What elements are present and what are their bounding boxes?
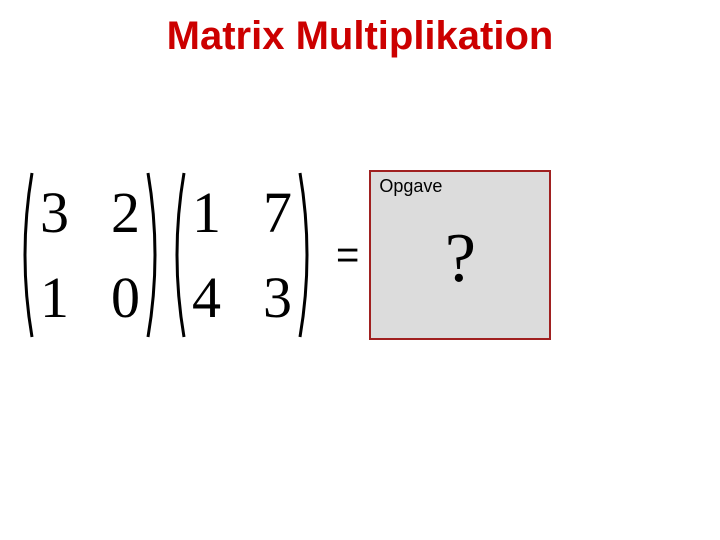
matrix-b: 1 7 4 3	[166, 170, 318, 340]
matrix-a-right-paren	[144, 170, 166, 340]
result-box: Opgave ?	[369, 170, 551, 340]
matrix-b-right-paren	[296, 170, 318, 340]
matrix-a-cell-3: 0	[107, 269, 144, 327]
matrix-b-cell-0: 1	[188, 184, 225, 242]
matrix-b-cells: 1 7 4 3	[188, 170, 296, 340]
matrix-a: 3 2 1 0	[14, 170, 166, 340]
result-label: Opgave	[379, 176, 442, 197]
matrix-a-cell-0: 3	[36, 184, 73, 242]
matrix-a-cell-1: 2	[107, 184, 144, 242]
page-title: Matrix Multiplikation	[0, 14, 720, 59]
result-question-mark: ?	[371, 224, 549, 294]
paren-path	[148, 173, 155, 337]
matrix-b-cell-3: 3	[259, 269, 296, 327]
paren-path	[177, 173, 184, 337]
matrix-b-left-paren	[166, 170, 188, 340]
matrix-a-left-paren	[14, 170, 36, 340]
paren-path	[25, 173, 32, 337]
matrix-b-cell-1: 7	[259, 184, 296, 242]
equals-sign: =	[336, 233, 359, 278]
paren-path	[300, 173, 307, 337]
matrix-a-cells: 3 2 1 0	[36, 170, 144, 340]
equation-row: 3 2 1 0 1 7 4 3 = Opgave ?	[14, 170, 551, 340]
matrix-b-cell-2: 4	[188, 269, 225, 327]
matrix-a-cell-2: 1	[36, 269, 73, 327]
